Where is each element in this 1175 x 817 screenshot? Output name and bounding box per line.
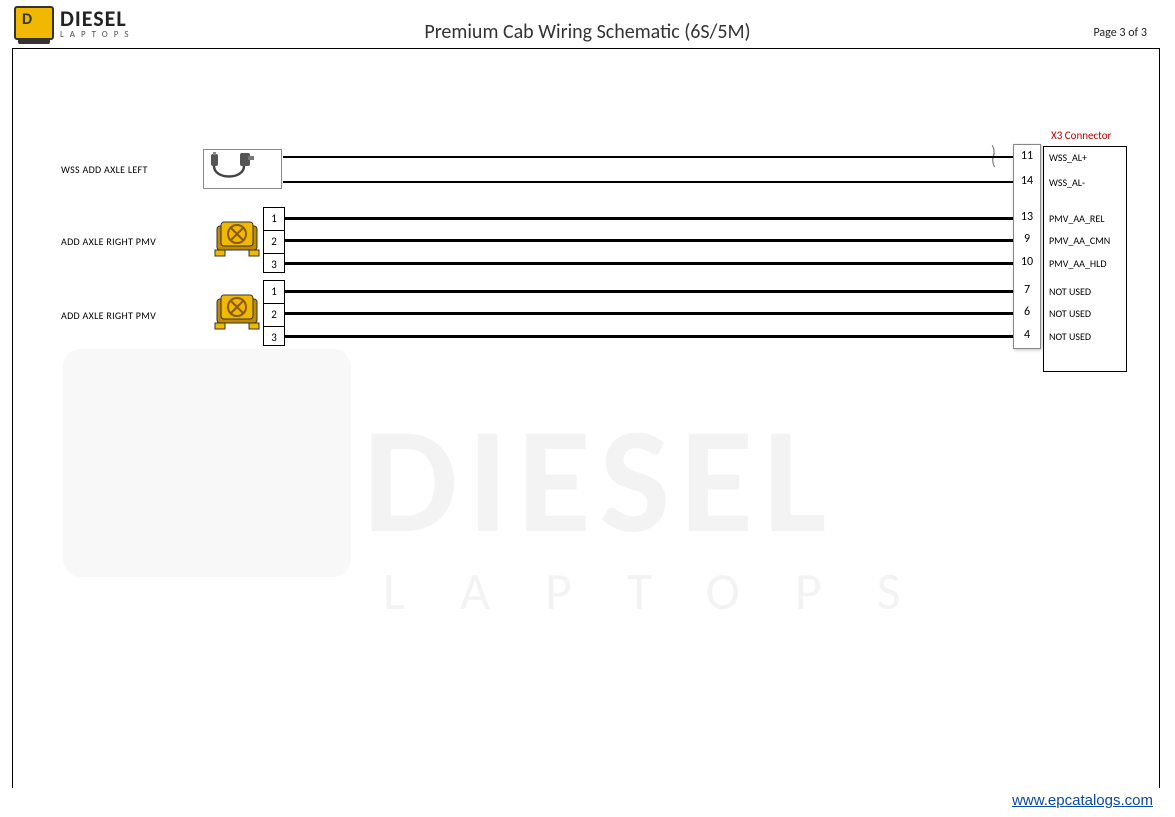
pmv-valve-icon (213, 216, 261, 260)
schematic-canvas: DIESEL LAPTOPS WSS ADD AXLE LEFT ADD AXLE… (13, 49, 1159, 788)
wire (285, 262, 1013, 265)
x3-pin-number: 10 (1014, 255, 1040, 269)
sensor-connector-icon (261, 149, 282, 189)
page-header: DIESEL LAPTOPS Premium Cab Wiring Schema… (0, 0, 1175, 48)
x3-pin-number: 13 (1014, 210, 1040, 224)
pmv-pin-number: 1 (264, 281, 284, 304)
wire (285, 335, 1013, 338)
x3-pin-number: 7 (1014, 283, 1040, 297)
x3-pin-label: WSS_AL+ (1049, 151, 1087, 164)
pmv-pin-block: 123 (263, 280, 285, 346)
wire (285, 312, 1013, 315)
x3-pin-number: 6 (1014, 305, 1040, 319)
connector-title: X3 Connector (1051, 129, 1111, 142)
wire (283, 181, 1013, 183)
pmv-pin-block: 123 (263, 207, 285, 273)
x3-pin-label: NOT USED (1049, 330, 1091, 343)
watermark-main: DIESEL (363, 389, 837, 572)
page-number: Page 3 of 3 (1093, 26, 1147, 40)
component-label: WSS ADD AXLE LEFT (61, 163, 148, 176)
x3-pin-label: PMV_AA_CMN (1049, 234, 1110, 247)
pmv-pin-number: 2 (264, 231, 284, 254)
pmv-pin-number: 3 (264, 327, 284, 349)
page-title: Premium Cab Wiring Schematic (6S/5M) (0, 20, 1175, 44)
component-label: ADD AXLE RIGHT PMV (61, 309, 156, 322)
footer-url[interactable]: www.epcatalogs.com (1012, 792, 1153, 809)
schematic-page: DIESEL LAPTOPS WSS ADD AXLE LEFT ADD AXLE… (12, 48, 1160, 788)
x3-pin-number: 9 (1014, 232, 1040, 246)
watermark: DIESEL LAPTOPS (63, 349, 1123, 729)
pmv-pin-number: 3 (264, 254, 284, 276)
component-label: ADD AXLE RIGHT PMV (61, 235, 156, 248)
pmv-valve-icon (213, 289, 261, 333)
x3-pin-label: NOT USED (1049, 307, 1091, 320)
x3-pin-label: PMV_AA_HLD (1049, 257, 1107, 270)
x3-pin-label: WSS_AL- (1049, 176, 1085, 189)
wire (285, 217, 1013, 220)
x3-pin-number: 14 (1014, 174, 1040, 188)
twisted-pair-icon: )( (991, 149, 1003, 165)
wire (283, 156, 1013, 158)
wss-sensor-icon (203, 149, 263, 189)
wire (285, 239, 1013, 242)
pmv-pin-number: 1 (264, 208, 284, 231)
pmv-pin-number: 2 (264, 304, 284, 327)
x3-pin-label: PMV_AA_REL (1049, 212, 1104, 225)
wire (285, 290, 1013, 293)
x3-pin-number: 11 (1014, 149, 1040, 163)
x3-pin-label: NOT USED (1049, 285, 1091, 298)
x3-pin-number: 4 (1014, 328, 1040, 342)
watermark-sub: LAPTOPS (383, 559, 956, 623)
